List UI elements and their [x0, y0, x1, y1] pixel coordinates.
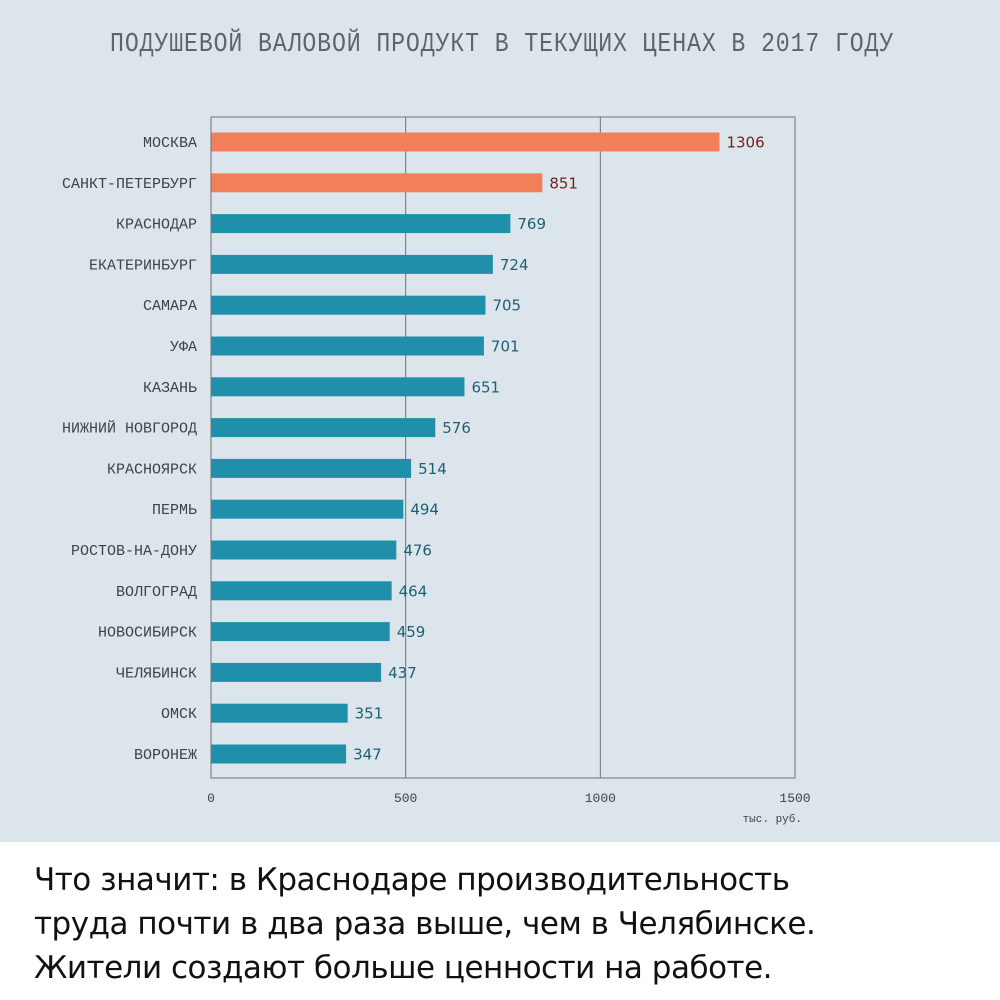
x-tick-label: 1500	[779, 791, 810, 806]
x-tick-label: 1000	[585, 791, 616, 806]
value-label: 514	[418, 460, 447, 478]
value-label: 701	[491, 338, 520, 356]
category-label: САНКТ-ПЕТЕРБУРГ	[62, 176, 197, 193]
category-label: САМАРА	[143, 298, 197, 315]
bar	[211, 132, 720, 152]
x-tick-label: 0	[207, 791, 215, 806]
bar	[211, 418, 436, 438]
category-label: КАЗАНЬ	[143, 380, 197, 397]
value-label: 851	[549, 174, 578, 192]
value-label: 651	[471, 378, 500, 396]
value-label: 459	[397, 623, 426, 641]
bar	[211, 336, 484, 356]
category-label: УФА	[170, 339, 197, 356]
bar	[211, 744, 347, 764]
value-label: 724	[500, 256, 529, 274]
category-label: КРАСНОЯРСК	[107, 461, 197, 478]
chart-title: ПОДУШЕВОЙ ВАЛОВОЙ ПРОДУКТ В ТЕКУЩИХ ЦЕНА…	[110, 30, 895, 60]
caption-line-2: труда почти в два раза выше, чем в Челяб…	[34, 906, 816, 942]
x-axis-unit-label: тыс. руб.	[743, 813, 802, 826]
bars	[211, 132, 720, 764]
caption-line-1: Что значит: в Краснодаре производительно…	[34, 862, 790, 898]
bar	[211, 458, 412, 478]
category-label: ЕКАТЕРИНБУРГ	[89, 257, 197, 274]
value-label: 1306	[726, 134, 764, 152]
plot-frame	[210, 116, 796, 779]
value-label: 437	[388, 664, 417, 682]
bar	[211, 499, 404, 519]
value-label: 576	[442, 419, 471, 437]
bar	[211, 622, 390, 642]
value-label: 347	[353, 746, 382, 764]
bar	[211, 662, 382, 682]
category-label: ЧЕЛЯБИНСК	[116, 665, 197, 682]
caption: Что значит: в Краснодаре производительно…	[34, 858, 974, 990]
value-label: 476	[403, 542, 432, 560]
caption-line-3: Жители создают больше ценности на работе…	[34, 950, 773, 986]
category-label: НОВОСИБИРСК	[98, 625, 197, 642]
bar	[211, 254, 493, 274]
value-label: 351	[355, 705, 384, 723]
category-label: КРАСНОДАР	[116, 217, 197, 234]
bar-chart: МОСКВА САНКТ-ПЕТЕРБУРГ КРАСНОДАР ЕКАТЕРИНБУ…	[62, 116, 811, 826]
category-labels: МОСКВА САНКТ-ПЕТЕРБУРГ КРАСНОДАР ЕКАТЕРИНБУ…	[62, 135, 197, 764]
bar	[211, 214, 511, 234]
value-labels: 1306 851 769 724 705 701 651 576 514 494 476 464 459…	[353, 134, 765, 764]
category-label: НИЖНИЙ НОВГОРОД	[62, 421, 197, 438]
category-label: ВОЛГОГРАД	[116, 584, 197, 601]
value-label: 705	[492, 297, 521, 315]
value-label: 494	[410, 501, 439, 519]
category-label: РОСТОВ-НА-ДОНУ	[71, 543, 197, 560]
bar	[211, 703, 348, 723]
chart-panel: ПОДУШЕВОЙ ВАЛОВОЙ ПРОДУКТ В ТЕКУЩИХ ЦЕНА…	[0, 0, 1000, 842]
bar	[211, 377, 465, 397]
bar	[211, 581, 392, 601]
x-tick-label: 500	[394, 791, 417, 806]
bar	[211, 540, 397, 560]
category-label: МОСКВА	[143, 135, 197, 152]
value-label: 769	[517, 215, 546, 233]
bar	[211, 295, 486, 315]
value-label: 464	[399, 582, 428, 600]
category-label: ВОРОНЕЖ	[134, 747, 197, 764]
x-axis-tick-labels: 0 500 1000 1500	[207, 791, 811, 806]
bar	[211, 173, 543, 193]
category-label: ОМСК	[161, 706, 197, 723]
category-label: ПЕРМЬ	[152, 502, 197, 519]
